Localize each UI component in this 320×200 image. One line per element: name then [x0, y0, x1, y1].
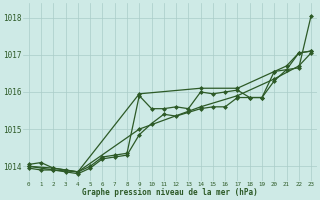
X-axis label: Graphe pression niveau de la mer (hPa): Graphe pression niveau de la mer (hPa) [82, 188, 258, 197]
